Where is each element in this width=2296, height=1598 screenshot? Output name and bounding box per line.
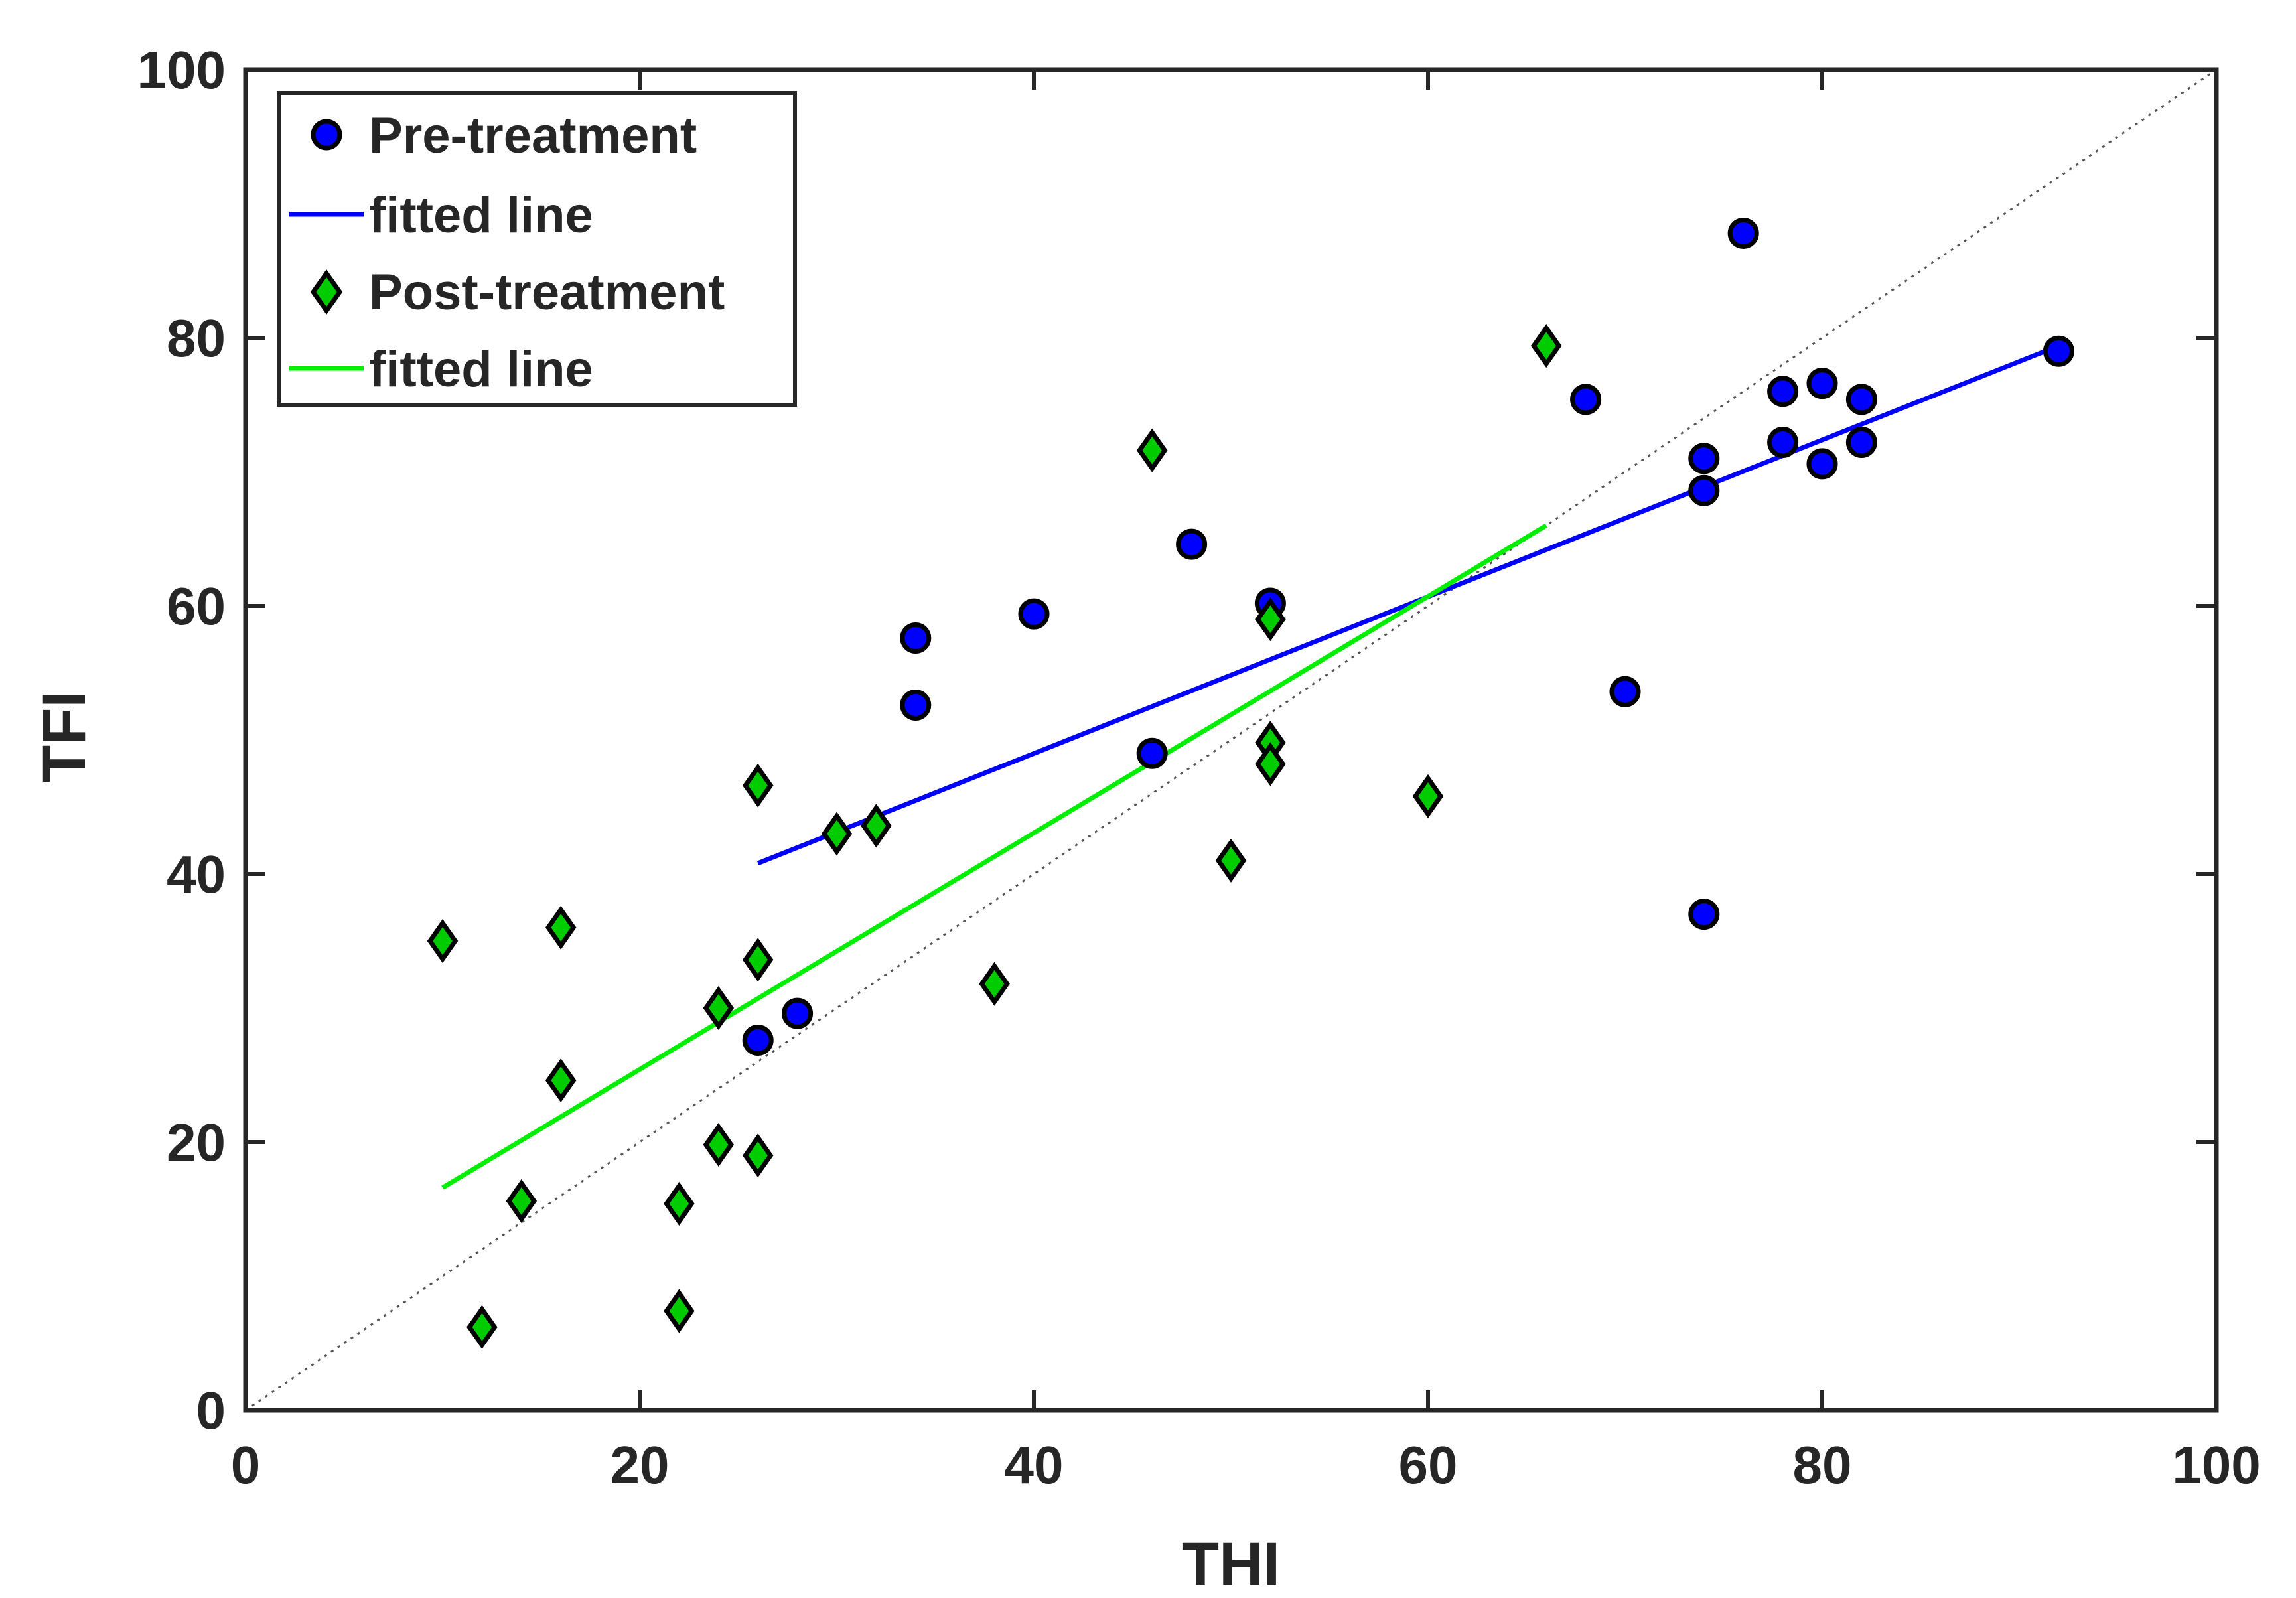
pre-treatment-point	[1176, 528, 1208, 560]
pre-treatment-point	[1767, 376, 1799, 407]
pre-treatment-point	[900, 689, 932, 721]
post-treatment-point	[1136, 428, 1168, 472]
pre-treatment-point	[1609, 676, 1641, 707]
post-treatment-point	[664, 1181, 695, 1226]
pre-treatment-point	[1806, 448, 1838, 480]
pre-treatment-point	[900, 622, 932, 654]
pre-treatment-fitted-line	[756, 343, 2060, 866]
post-treatment-point	[821, 812, 853, 856]
post-treatment-point	[427, 918, 459, 964]
pre-treatment-point	[1018, 598, 1050, 630]
legend-entry-post-fit: fitted line	[289, 341, 593, 398]
post-treatment-point	[664, 1289, 695, 1333]
pre-treatment-point	[1688, 899, 1720, 930]
post-treatment-point	[861, 804, 892, 848]
x-tick-label: 100	[2172, 1435, 2260, 1494]
y-tick-label: 0	[196, 1381, 226, 1440]
y-tick-label: 60	[167, 577, 226, 636]
post-treatment-point	[742, 763, 774, 808]
x-tick-label: 80	[1793, 1435, 1852, 1494]
post-treatment-point	[545, 905, 577, 950]
legend-entry-post-treatment: Post-treatment	[310, 264, 725, 321]
post-treatment-point	[466, 1305, 498, 1349]
pre-treatment-point	[1767, 427, 1799, 459]
x-tick-label: 60	[1399, 1435, 1458, 1494]
pre-treatment-point	[1845, 427, 1877, 459]
post-treatment-point	[742, 938, 774, 982]
legend-label-post-treatment: Post-treatment	[369, 264, 725, 321]
pre-treatment-point	[1688, 443, 1720, 474]
pre-treatment-point	[2043, 335, 2074, 367]
y-tick-label: 100	[137, 40, 226, 100]
post-treatment-fitted-line	[441, 523, 1548, 1190]
pre-treatment-point	[782, 997, 814, 1029]
axes-frame	[243, 67, 2219, 1413]
post-treatment-point	[742, 1133, 774, 1178]
legend-box	[277, 91, 797, 407]
legend-diamond-marker	[310, 269, 343, 315]
post-treatment-point	[1255, 742, 1286, 786]
x-tick-label: 40	[1005, 1435, 1064, 1494]
pre-treatment-point	[742, 1024, 774, 1056]
y-tick-label: 40	[167, 845, 226, 904]
legend-label-post-fit: fitted line	[369, 341, 593, 398]
x-axis-title: THI	[1182, 1530, 1280, 1598]
post-treatment-point	[1412, 774, 1444, 818]
pre-treatment-point	[1727, 217, 1759, 249]
post-treatment-point	[545, 1058, 577, 1103]
x-tick-label: 20	[610, 1435, 670, 1494]
y-tick-label: 20	[167, 1113, 226, 1172]
axes: 0 20 40 60 80 100 0 20 40 60 80 100	[137, 40, 2261, 1494]
legend-entry-pre-treatment: Pre-treatment	[311, 108, 697, 164]
post-treatment-point	[1530, 324, 1562, 368]
pre-treatment-point	[1136, 737, 1168, 769]
pre-treatment-point	[1570, 384, 1602, 415]
legend-entry-pre-fit: fitted line	[289, 187, 593, 244]
y-tick-label: 80	[167, 309, 226, 368]
pre-treatment-point	[1688, 474, 1720, 506]
pre-treatment-point	[1806, 368, 1838, 400]
legend-label-pre-fit: fitted line	[369, 187, 593, 244]
legend: Pre-treatment fitted line Post-treatment…	[277, 91, 797, 407]
legend-circle-marker	[311, 119, 342, 151]
post-treatment-point	[979, 962, 1010, 1006]
legend-label-pre-treatment: Pre-treatment	[369, 108, 697, 164]
x-tick-label: 0	[231, 1435, 261, 1494]
post-treatment-point	[506, 1179, 538, 1223]
post-treatment-point	[1215, 838, 1247, 883]
post-treatment-point	[1255, 597, 1286, 642]
pre-treatment-point	[1845, 384, 1877, 415]
post-treatment-point	[703, 985, 735, 1031]
y-axis-title: TFI	[31, 691, 98, 782]
post-treatment-point	[703, 1122, 735, 1167]
plot-data	[427, 217, 2074, 1349]
